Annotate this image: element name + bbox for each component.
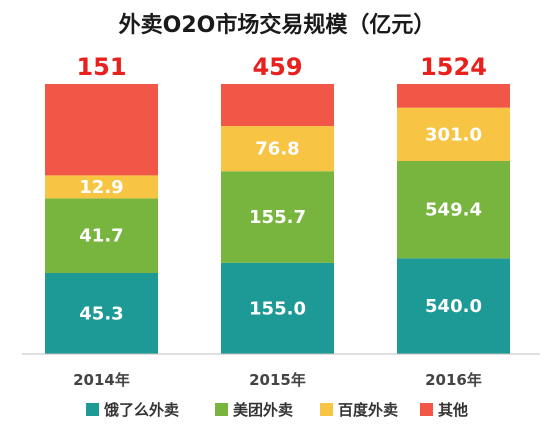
data-label: 549.4 <box>425 200 482 221</box>
data-label: 45.3 <box>79 304 123 325</box>
legend-label: 美团外卖 <box>233 401 293 419</box>
bar-segment-2015年-其他 <box>221 84 334 127</box>
bar-segment-2016年-其他 <box>397 84 510 108</box>
data-label: 76.8 <box>255 139 299 160</box>
bar-segment-2015年-百度外卖 <box>221 126 334 172</box>
bars-layer: 45.3 41.7 12.9 151 155.0 155.7 76.8 459 540.0 549… <box>45 53 510 354</box>
x-tick-label: 2015年 <box>249 371 306 389</box>
data-label: 540.0 <box>425 296 482 317</box>
legend-label: 饿了么外卖 <box>103 401 179 419</box>
data-label: 155.7 <box>249 207 306 228</box>
data-label: 12.9 <box>79 177 123 198</box>
data-label: 155.0 <box>249 298 306 319</box>
bar-segment-2015年-美团外卖 <box>221 171 334 263</box>
legend: 饿了么外卖 美团外卖 百度外卖 其他 <box>86 401 468 419</box>
x-axis-ticks: 2014年 2015年 2016年 <box>73 371 482 389</box>
legend-swatch <box>215 403 228 416</box>
bar-segment-2015年-饿了么外卖 <box>221 262 334 354</box>
bar-segment-2016年-饿了么外卖 <box>397 258 510 354</box>
legend-label: 其他 <box>438 401 468 419</box>
bar-segment-2014年-美团外卖 <box>45 198 158 273</box>
legend-swatch <box>86 403 99 416</box>
legend-label: 百度外卖 <box>338 401 398 419</box>
data-label: 301.0 <box>425 124 482 145</box>
bar-segment-2014年-饿了么外卖 <box>45 273 158 354</box>
total-label: 1524 <box>420 53 487 81</box>
bar-segment-2014年-其他 <box>45 84 158 176</box>
total-label: 459 <box>252 53 302 81</box>
data-label: 41.7 <box>79 226 123 247</box>
bar-segment-2016年-百度外卖 <box>397 107 510 161</box>
legend-swatch <box>320 403 333 416</box>
legend-swatch <box>420 403 433 416</box>
total-label: 151 <box>76 53 126 81</box>
bar-segment-2016年-美团外卖 <box>397 160 510 259</box>
x-tick-label: 2014年 <box>73 371 130 389</box>
bar-segment-2014年-百度外卖 <box>45 175 158 199</box>
x-tick-label: 2016年 <box>425 371 482 389</box>
chart-title: 外卖O2O市场交易规模（亿元） <box>119 12 436 38</box>
